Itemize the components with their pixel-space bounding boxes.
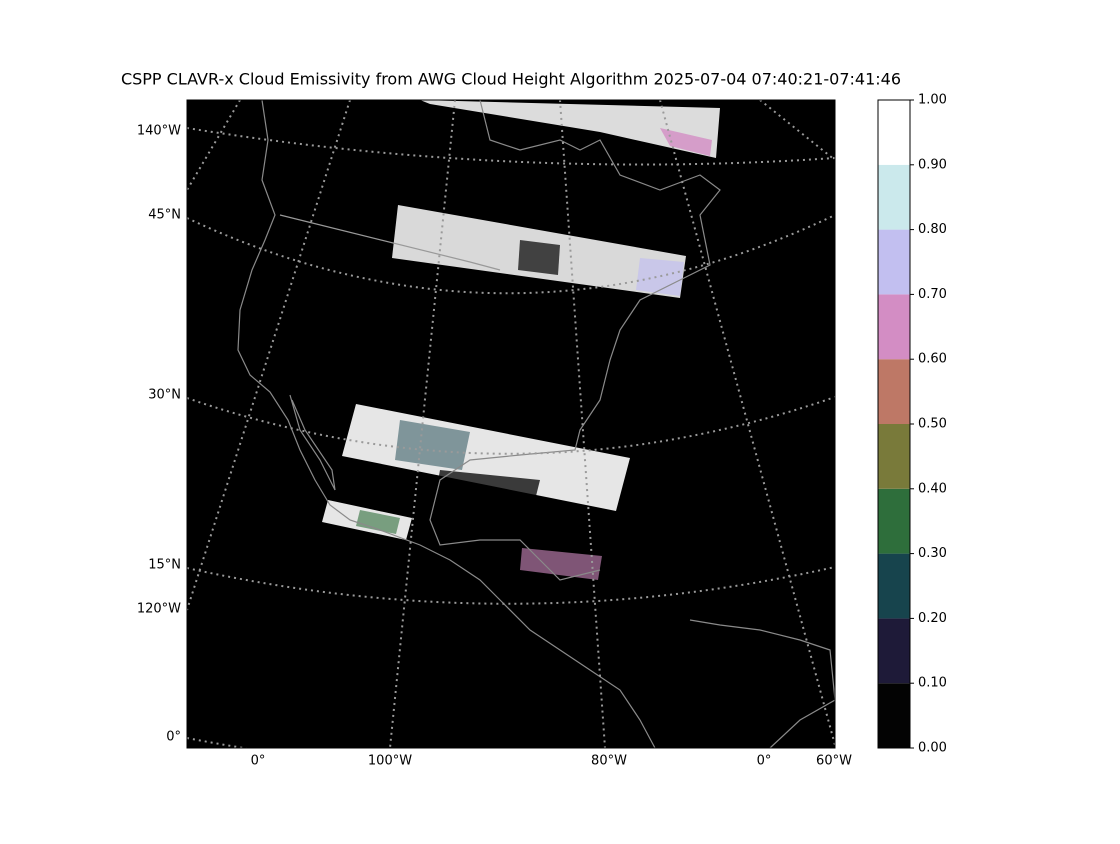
colorbar-segment [878, 164, 910, 230]
map-label: 80°W [591, 754, 627, 769]
map-label: 15°N [148, 558, 181, 573]
swath-patch [395, 420, 470, 470]
colorbar-segment [878, 424, 910, 489]
colorbar-tick-label: 0.30 [918, 546, 947, 561]
baja [289, 394, 336, 491]
swath-gap [436, 470, 540, 500]
border [279, 214, 501, 271]
colorbar-tick-label: 0.70 [918, 287, 947, 302]
map-label: 100°W [368, 754, 412, 769]
map-label: 140°W [137, 124, 181, 139]
map-label: 0° [251, 754, 266, 769]
colorbar-segment [878, 618, 910, 684]
swath-patch [356, 510, 400, 534]
colorbar-tick-label: 0.00 [918, 741, 947, 756]
colorbar-tick-label: 0.80 [918, 222, 947, 237]
colorbar-tick-label: 0.50 [918, 417, 947, 432]
map-content [187, 100, 835, 748]
colorbar-segment [878, 294, 910, 360]
swath-patch [660, 128, 712, 156]
parallel [187, 127, 835, 166]
swath-gap [518, 240, 560, 275]
colorbar-segment [878, 100, 910, 165]
map-label: 30°N [148, 388, 181, 403]
coastlines [237, 100, 835, 748]
colorbar-segment [878, 229, 910, 295]
map-frame [186, 99, 836, 749]
graticule [187, 100, 835, 748]
colorbar-segment [878, 553, 910, 619]
meridian [389, 100, 456, 748]
colorbar-segment [878, 488, 910, 554]
swath-patch [636, 258, 684, 296]
east-coast [429, 100, 721, 581]
swath [520, 548, 602, 580]
parallel [187, 214, 835, 295]
map-label: 60°W [816, 754, 852, 769]
south-america [689, 619, 835, 748]
colorbar-tick-label: 0.90 [918, 157, 947, 172]
colorbar-tick-label: 0.40 [918, 481, 947, 496]
west-coast [237, 100, 656, 748]
colorbar-tick-label: 0.10 [918, 676, 947, 691]
parallel [187, 396, 835, 455]
colorbar-segment [878, 683, 910, 748]
map-label: 0° [166, 730, 181, 745]
colorbar-tick-label: 1.00 [918, 93, 947, 108]
map-label: 0° [757, 754, 772, 769]
meridian [759, 100, 835, 161]
colorbar-tick-label: 0.20 [918, 611, 947, 626]
swath [420, 100, 720, 158]
map-label: 45°N [148, 208, 181, 223]
map-title: CSPP CLAVR-x Cloud Emissivity from AWG C… [121, 70, 901, 89]
colorbar-segment [878, 359, 910, 424]
map-label: 120°W [137, 602, 181, 617]
colorbar-tick-label: 0.60 [918, 352, 947, 367]
meridian [559, 100, 606, 748]
map-background [187, 100, 835, 748]
cloud-swaths [322, 100, 720, 580]
